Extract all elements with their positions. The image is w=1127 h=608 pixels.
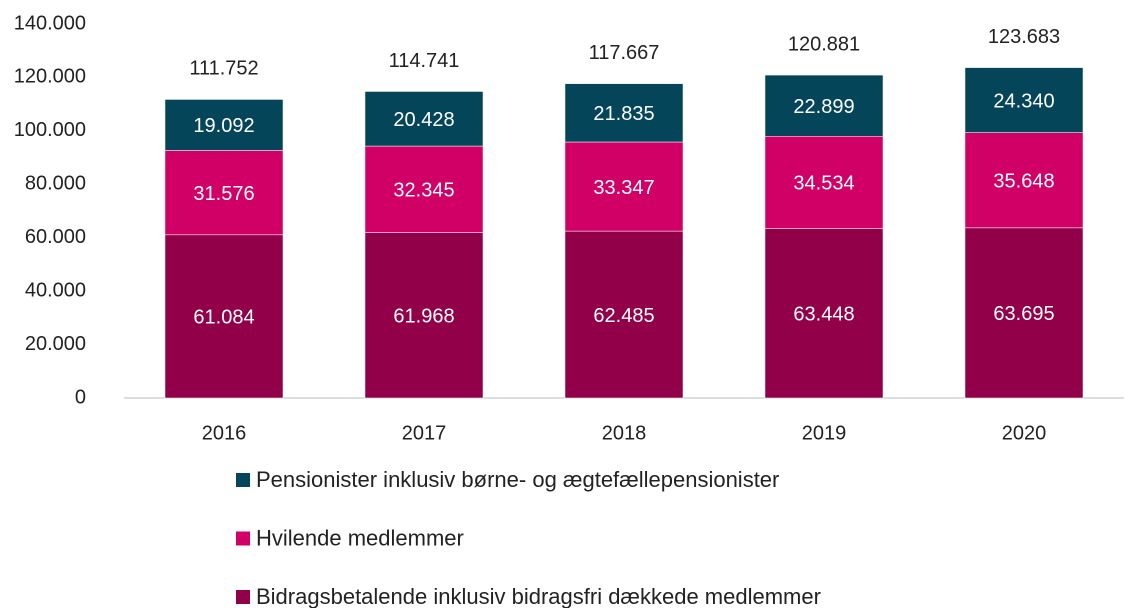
y-tick-label: 0	[75, 386, 86, 408]
bar-segment	[764, 228, 884, 399]
y-tick-label: 100.000	[14, 119, 86, 141]
legend-swatch	[236, 531, 250, 546]
total-label: 111.752	[189, 58, 258, 80]
bar-segment	[964, 132, 1084, 229]
bar-segment	[564, 141, 684, 232]
legend-swatch	[236, 473, 250, 487]
bar-segment	[964, 67, 1084, 133]
value-label: 31.576	[193, 183, 254, 205]
value-label: 33.347	[593, 177, 654, 199]
bar-segment	[364, 145, 484, 233]
value-label: 62.485	[593, 305, 654, 327]
legend-label: Hvilende medlemmer	[256, 525, 464, 550]
x-tick-label: 2019	[802, 422, 847, 444]
value-label: 63.448	[793, 304, 854, 326]
bar-segment	[364, 232, 484, 399]
bar-segment	[164, 234, 284, 399]
value-label: 61.084	[193, 307, 254, 329]
bar-segment	[764, 135, 884, 229]
legend-label: Bidragsbetalende inklusiv bidragsfri dæk…	[256, 584, 821, 608]
y-tick-label: 60.000	[25, 226, 86, 248]
value-label: 35.648	[993, 171, 1054, 193]
legend-label: Pensionister inklusiv børne- og ægtefæll…	[256, 467, 779, 492]
legend-swatch	[236, 590, 250, 604]
total-label: 120.881	[788, 33, 860, 55]
y-tick-label: 140.000	[14, 12, 86, 34]
bar-segment	[364, 91, 484, 147]
y-tick-label: 20.000	[25, 333, 86, 355]
total-label: 123.683	[988, 26, 1060, 48]
value-label: 22.899	[793, 96, 854, 118]
bar-segment	[164, 150, 284, 236]
x-tick-label: 2020	[1002, 422, 1047, 444]
bar-segment	[764, 74, 884, 137]
bar-segment	[164, 99, 284, 151]
bar-segment	[964, 227, 1084, 399]
y-tick-label: 120.000	[14, 66, 86, 88]
value-label: 21.835	[593, 103, 654, 125]
value-label: 61.968	[393, 306, 454, 328]
bar-segment	[564, 83, 684, 143]
value-label: 24.340	[993, 90, 1054, 112]
value-label: 19.092	[193, 115, 254, 137]
value-label: 32.345	[393, 180, 454, 202]
x-tick-label: 2018	[602, 422, 647, 444]
bar-segment	[564, 230, 684, 399]
value-label: 34.534	[793, 173, 854, 195]
y-tick-label: 80.000	[25, 173, 86, 195]
total-label: 117.667	[589, 42, 660, 64]
x-tick-label: 2016	[202, 422, 247, 444]
value-label: 63.695	[993, 303, 1054, 325]
y-tick-label: 40.000	[25, 279, 86, 301]
value-label: 20.428	[393, 109, 454, 131]
total-label: 114.741	[389, 50, 460, 72]
x-tick-label: 2017	[402, 422, 447, 444]
